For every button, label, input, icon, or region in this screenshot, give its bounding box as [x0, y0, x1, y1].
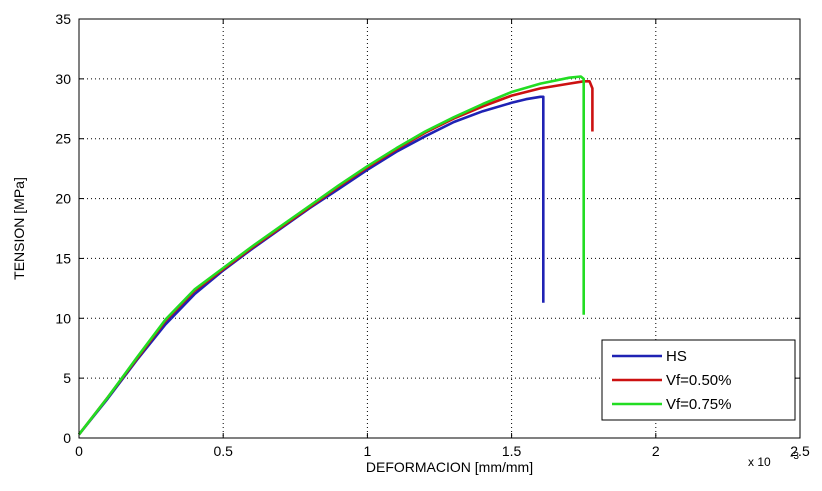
x-tick-label: 0.5 [213, 443, 233, 459]
x-axis-label: DEFORMACION [mm/mm] [366, 459, 533, 475]
y-tick-label: 35 [55, 11, 71, 27]
tick-layer: 0 0.5 1 1.5 2 2.5 0 5 10 15 20 25 30 35 [55, 11, 810, 459]
x-tick-label: 1.5 [502, 443, 522, 459]
series-line-hs [77, 95, 545, 436]
x-multiplier-exponent: -3 [790, 451, 799, 462]
y-tick-label: 10 [55, 310, 71, 326]
x-tick-label: 1 [364, 443, 372, 459]
y-tick-label: 0 [63, 430, 71, 446]
legend: HS Vf=0.50% Vf=0.75% [601, 339, 796, 421]
legend-label: Vf=0.75% [666, 396, 731, 413]
y-tick-label: 25 [55, 131, 71, 147]
y-tick-label: 30 [55, 71, 71, 87]
y-tick-label: 15 [55, 250, 71, 266]
x-tick-label: 0 [75, 443, 83, 459]
y-tick-label: 20 [55, 191, 71, 207]
y-tick-label: 5 [63, 370, 71, 386]
x-axis-multiplier: x 10 -3 [748, 451, 799, 469]
legend-label: HS [666, 348, 687, 365]
y-axis-label: TENSION [MPa] [11, 177, 27, 280]
legend-label: Vf=0.50% [666, 372, 731, 389]
x-tick-label: 2 [652, 443, 660, 459]
x-tick-label: 2.5 [790, 443, 810, 459]
x-multiplier-base: x 10 [748, 455, 771, 469]
series-layer [77, 75, 594, 436]
series-line-vf-0-75- [77, 75, 586, 436]
legend-items: HS Vf=0.50% Vf=0.75% [612, 348, 731, 413]
series-line-vf-0-50- [77, 80, 594, 436]
plot-frame [78, 18, 801, 439]
